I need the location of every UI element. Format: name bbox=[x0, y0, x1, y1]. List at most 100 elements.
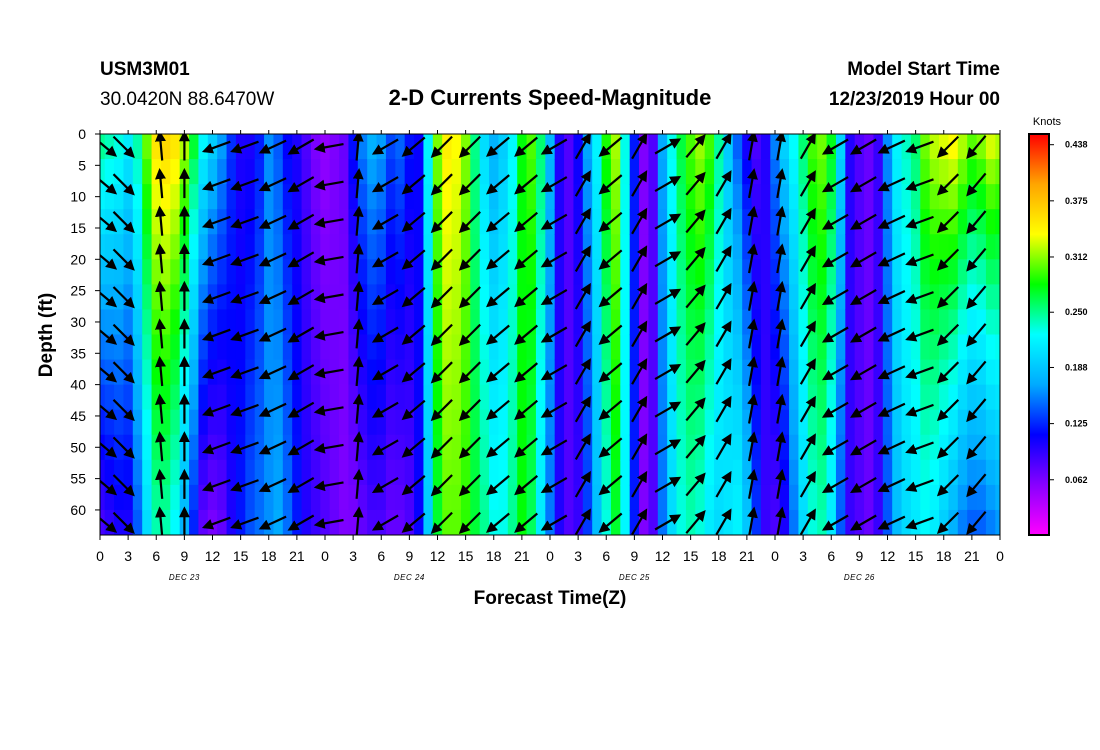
current-arrow bbox=[258, 440, 287, 455]
heatmap-cell bbox=[507, 509, 518, 535]
heatmap-cell bbox=[554, 309, 565, 336]
current-arrow bbox=[230, 253, 259, 267]
x-tick-label: 21 bbox=[514, 548, 530, 564]
heatmap-cell bbox=[151, 509, 162, 535]
heatmap-cell bbox=[573, 259, 584, 285]
heatmap-cell bbox=[873, 359, 884, 386]
heatmap-cell bbox=[798, 134, 809, 160]
current-arrow bbox=[201, 403, 231, 417]
current-arrow bbox=[574, 245, 591, 272]
heatmap-cell bbox=[132, 334, 143, 361]
x-tick-label: 9 bbox=[630, 548, 638, 564]
heatmap-cell bbox=[610, 409, 621, 436]
heatmap-cell bbox=[985, 184, 996, 210]
heatmap-cell bbox=[714, 409, 725, 436]
x-tick-label: 0 bbox=[321, 548, 329, 564]
current-arrow bbox=[574, 134, 591, 160]
heatmap-cell bbox=[423, 209, 434, 235]
heatmap-cell bbox=[620, 509, 631, 535]
heatmap-cell bbox=[235, 384, 246, 411]
current-arrow bbox=[371, 364, 399, 381]
heatmap-cell bbox=[545, 484, 556, 511]
heatmap-cell bbox=[826, 234, 837, 260]
heatmap-cell bbox=[423, 259, 434, 285]
heatmap-cell bbox=[339, 259, 350, 285]
current-arrow bbox=[486, 475, 510, 496]
heatmap-cell bbox=[423, 459, 434, 486]
heatmap-cell bbox=[770, 359, 781, 386]
current-arrow bbox=[112, 248, 135, 271]
heatmap-cell bbox=[432, 259, 443, 285]
y-tick-label: 35 bbox=[70, 345, 86, 361]
heatmap-cell bbox=[142, 384, 153, 411]
heatmap-cell bbox=[235, 309, 246, 336]
heatmap-cell bbox=[817, 284, 828, 311]
heatmap-cell bbox=[479, 459, 490, 486]
heatmap-cell bbox=[301, 484, 312, 511]
current-arrow bbox=[598, 249, 623, 270]
heatmap-cell bbox=[714, 334, 725, 361]
heatmap-cell bbox=[957, 134, 968, 160]
y-tick-label: 55 bbox=[70, 471, 86, 487]
heatmap-cell bbox=[910, 309, 921, 336]
current-arrow bbox=[654, 326, 682, 343]
heatmap-cell bbox=[207, 309, 218, 336]
current-arrow bbox=[155, 205, 166, 236]
current-arrow bbox=[112, 474, 135, 497]
heatmap-cell bbox=[460, 159, 471, 185]
x-tick-label: 9 bbox=[180, 548, 188, 564]
heatmap-cell bbox=[414, 259, 425, 285]
heatmap-cell bbox=[226, 159, 237, 185]
current-arrow bbox=[458, 511, 481, 534]
current-arrow bbox=[966, 360, 987, 385]
heatmap-cell bbox=[498, 284, 509, 311]
heatmap-cell bbox=[395, 334, 406, 361]
heatmap-cell bbox=[873, 434, 884, 461]
heatmap-cell bbox=[817, 484, 828, 511]
current-arrow bbox=[201, 291, 231, 304]
heatmap-cell bbox=[170, 359, 181, 386]
heatmap-cell bbox=[114, 159, 125, 185]
heatmap-cell bbox=[479, 234, 490, 260]
current-arrow bbox=[313, 254, 344, 266]
heatmap-cell bbox=[132, 309, 143, 336]
heatmap-cell bbox=[817, 334, 828, 361]
heatmap-cell bbox=[817, 434, 828, 461]
heatmap-cell bbox=[245, 284, 256, 311]
current-arrow bbox=[201, 516, 231, 530]
heatmap-cell bbox=[854, 334, 865, 361]
heatmap-cell bbox=[807, 434, 818, 461]
heatmap-cell bbox=[264, 384, 275, 411]
heatmap-cell bbox=[189, 284, 200, 311]
heatmap-cell bbox=[142, 334, 153, 361]
heatmap-cell bbox=[414, 359, 425, 386]
heatmap-cell bbox=[545, 334, 556, 361]
heatmap-cell bbox=[301, 184, 312, 210]
heatmap-cell bbox=[451, 434, 462, 461]
heatmap-cell bbox=[770, 509, 781, 535]
heatmap-cell bbox=[254, 384, 265, 411]
heatmap-cell bbox=[470, 509, 481, 535]
heatmap-cell bbox=[995, 359, 1000, 386]
heatmap-cell bbox=[723, 484, 734, 511]
x-tick-label: 18 bbox=[261, 548, 277, 564]
heatmap-cell bbox=[217, 209, 228, 235]
heatmap-cell bbox=[835, 434, 846, 461]
heatmap-cell bbox=[695, 409, 706, 436]
heatmap-cell bbox=[910, 484, 921, 511]
heatmap-cell bbox=[817, 159, 828, 185]
heatmap-cell bbox=[985, 484, 996, 511]
current-arrow bbox=[458, 211, 481, 234]
heatmap-cell bbox=[498, 334, 509, 361]
heatmap-cell bbox=[385, 184, 396, 210]
current-arrow bbox=[715, 207, 732, 235]
heatmap-cell bbox=[189, 234, 200, 260]
heatmap-cell bbox=[404, 159, 415, 185]
heatmap-cell bbox=[967, 184, 978, 210]
heatmap-cell bbox=[507, 459, 518, 486]
current-arrow bbox=[514, 174, 539, 195]
heatmap-cell bbox=[957, 434, 968, 461]
heatmap-cell bbox=[301, 284, 312, 311]
x-tick-label: 3 bbox=[799, 548, 807, 564]
heatmap-cell bbox=[114, 384, 125, 411]
